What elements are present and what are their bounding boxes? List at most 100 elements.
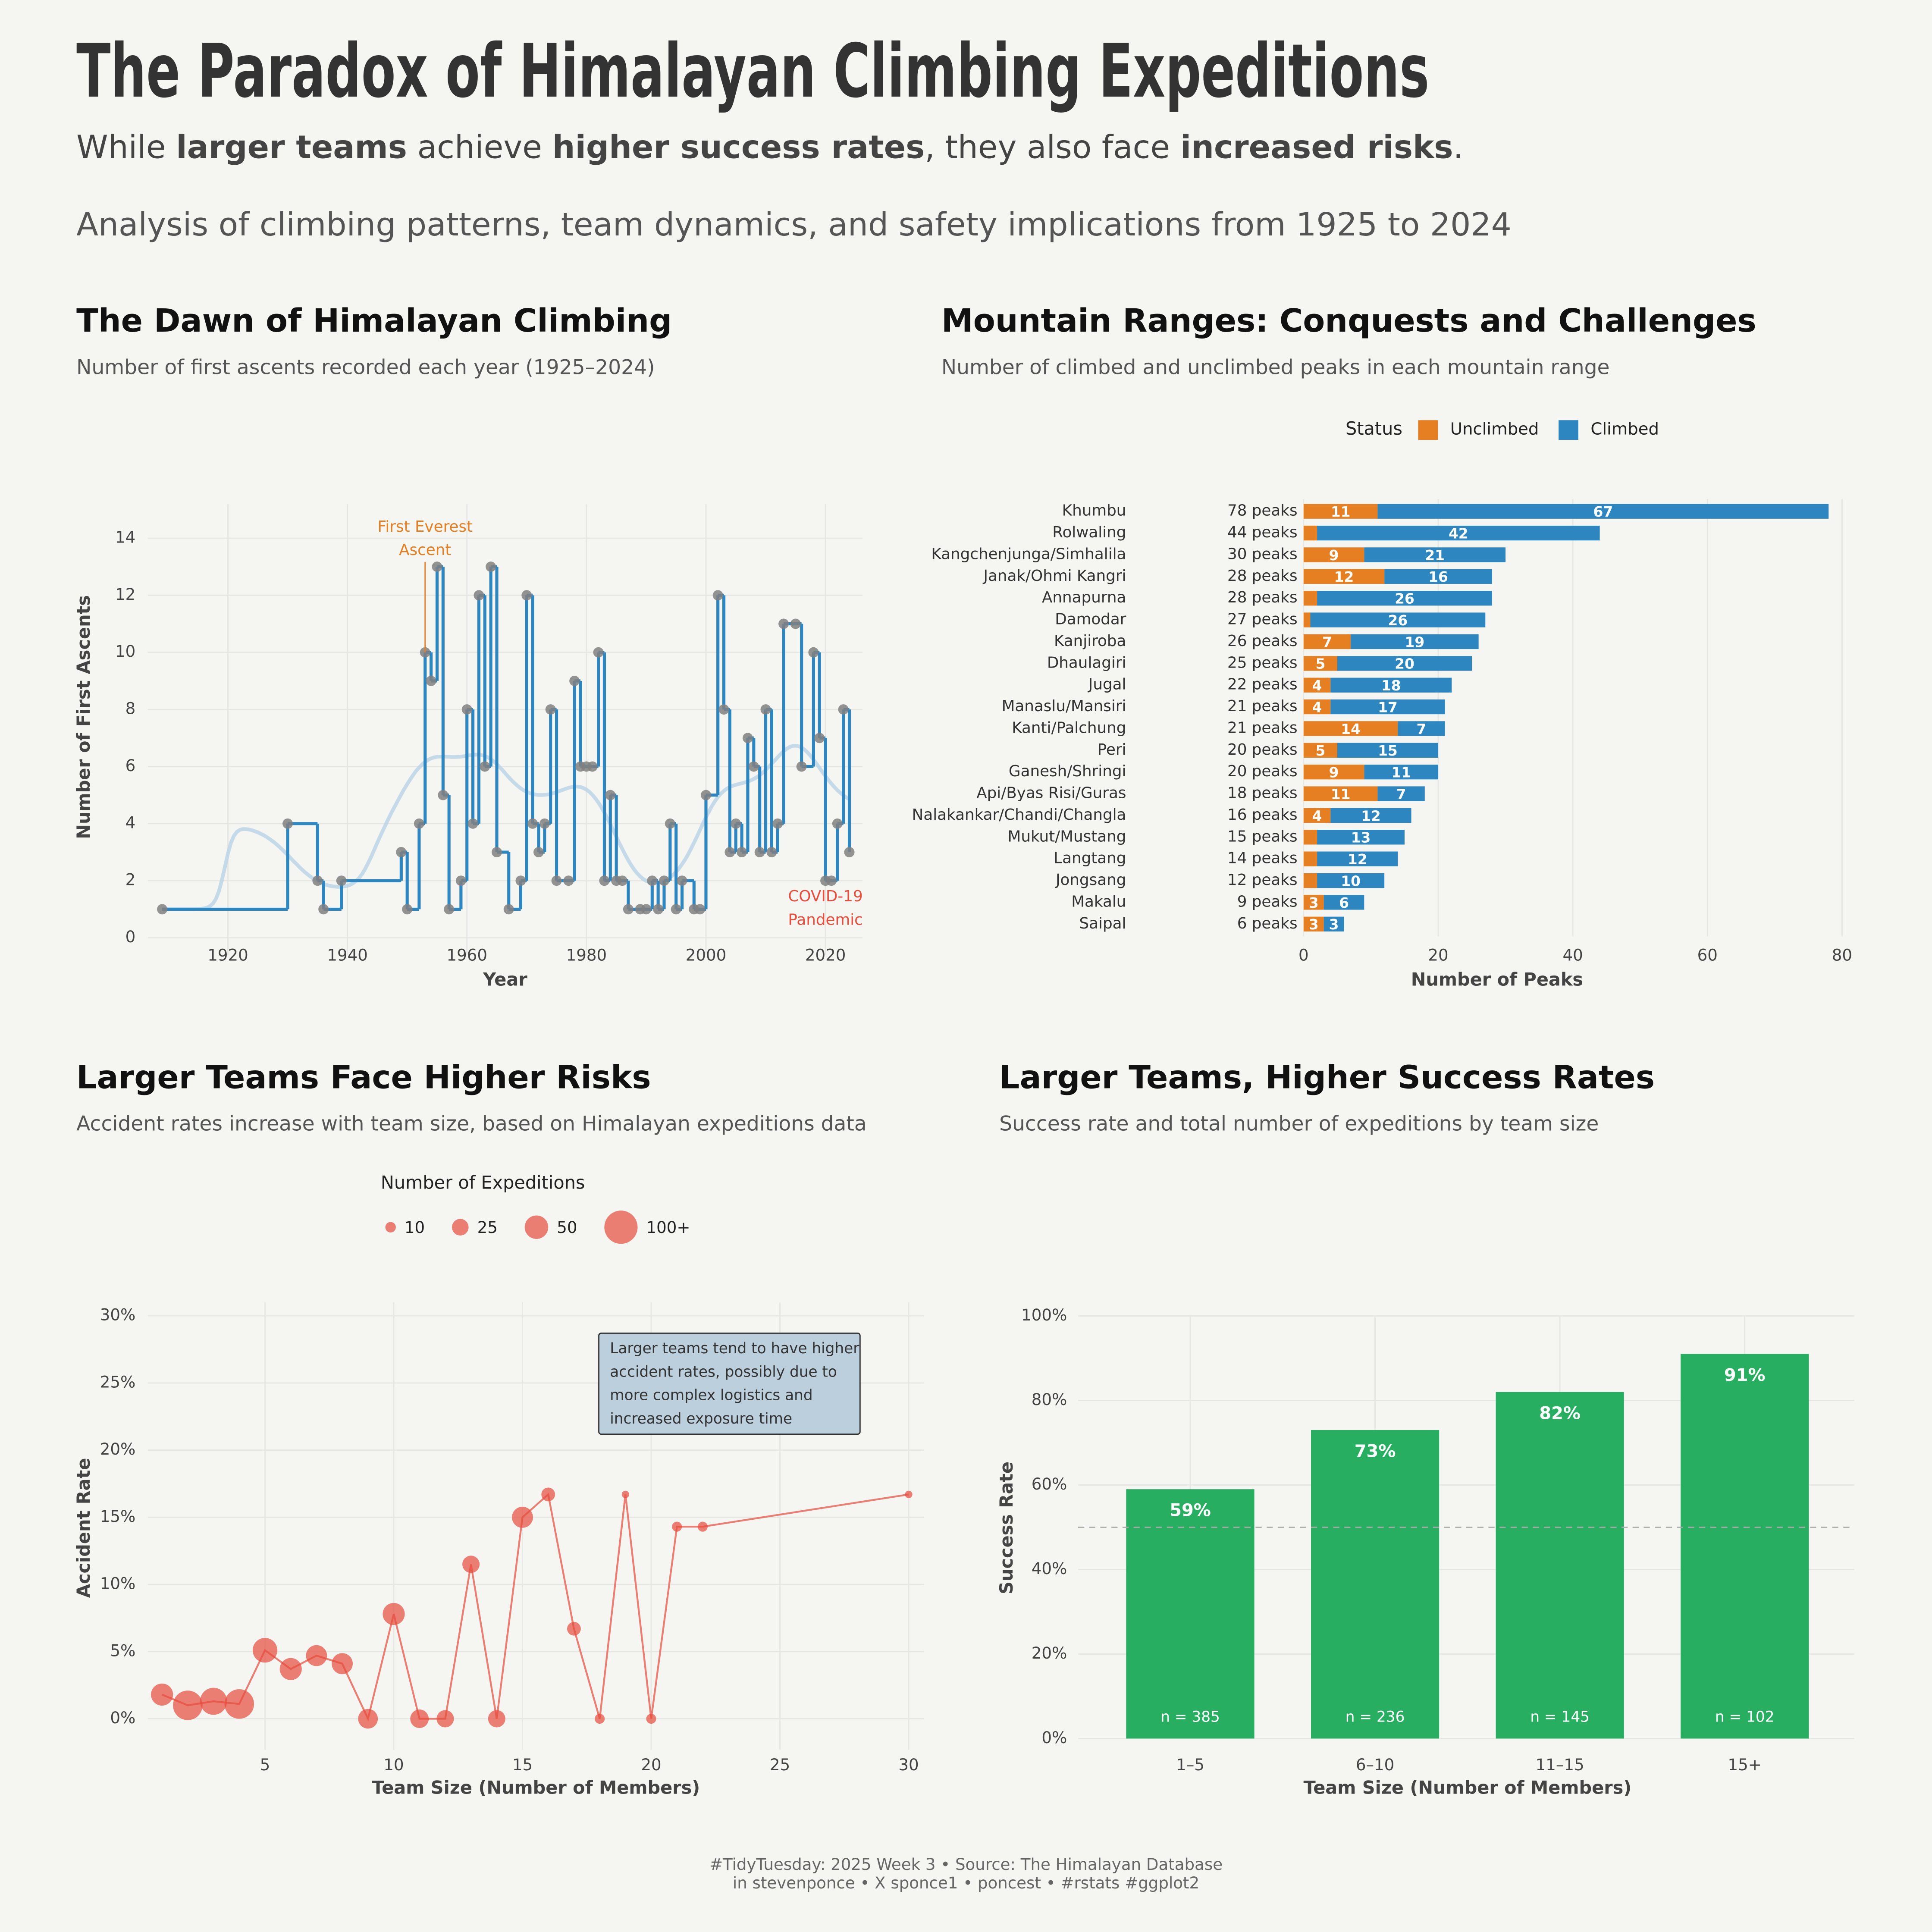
category-label: Annapurna <box>1042 589 1126 606</box>
bar-segment <box>1303 765 1364 780</box>
bar-segment <box>1364 765 1438 780</box>
legend-label: 25 <box>477 1218 498 1237</box>
data-point <box>641 904 652 915</box>
data-point <box>503 904 514 915</box>
panel-title: Mountain Ranges: Conquests and Challenge… <box>941 302 1756 339</box>
x-axis-title: Number of Peaks <box>1411 969 1583 990</box>
x-tick-label: 0 <box>1298 946 1309 965</box>
count-label: n = 145 <box>1530 1708 1590 1725</box>
subtitle-part: increased risks <box>1180 128 1453 166</box>
category-label: Jugal <box>1088 676 1126 693</box>
bar-segment <box>1317 851 1398 866</box>
total-label: 30 peaks <box>1227 545 1298 563</box>
bar-value-label: 4 <box>1312 699 1322 715</box>
bar-value-label: 3 <box>1309 916 1319 933</box>
panel-subtitle: Accident rates increase with team size, … <box>76 1112 867 1136</box>
legend-label: Unclimbed <box>1450 420 1539 439</box>
data-point <box>492 847 502 858</box>
data-point <box>336 875 347 886</box>
bar-segment <box>1303 612 1311 627</box>
bar-segment <box>1303 569 1385 584</box>
total-label: 6 peaks <box>1237 915 1298 932</box>
data-point <box>396 847 407 858</box>
data-point <box>754 847 765 858</box>
y-axis-title: Success Rate <box>996 1462 1017 1594</box>
total-label: 15 peaks <box>1227 828 1298 845</box>
bar-segment <box>1330 677 1452 693</box>
category-label: Api/Byas Risi/Guras <box>976 784 1126 802</box>
total-label: 9 peaks <box>1237 893 1298 910</box>
bar-segment <box>1324 916 1344 932</box>
x-tick-label: 15+ <box>1728 1756 1762 1774</box>
bubble <box>621 1490 629 1499</box>
bar-segment <box>1303 743 1337 758</box>
y-tick-label: 0 <box>125 928 136 946</box>
category-label: Kanti/Palchung <box>1012 719 1126 737</box>
bar-segment <box>1303 873 1317 888</box>
panel-subtitle: Success rate and total number of expedit… <box>999 1112 1599 1136</box>
trend-line <box>162 743 850 911</box>
data-point <box>653 904 664 915</box>
subtitle-part: achieve <box>407 128 552 166</box>
data-point <box>844 847 855 858</box>
x-axis-title: Team Size (Number of Members) <box>372 1778 700 1798</box>
bubble <box>541 1487 555 1502</box>
data-point <box>551 875 562 886</box>
main-title: The Paradox of Himalayan Climbing Expedi… <box>76 28 1429 114</box>
annotation-text: accident rates, possibly due to <box>610 1363 837 1380</box>
x-tick-label: 60 <box>1697 946 1718 965</box>
category-label: Kangchenjunga/Simhalila <box>931 545 1126 563</box>
annotation-text: increased exposure time <box>610 1410 792 1427</box>
bar-segment <box>1337 743 1438 758</box>
bar-segment <box>1303 656 1337 671</box>
bar-segment <box>1337 656 1472 671</box>
total-label: 20 peaks <box>1227 762 1298 780</box>
data-point <box>545 704 556 715</box>
x-tick-label: 6–10 <box>1356 1756 1394 1774</box>
data-point <box>617 875 628 886</box>
bar-value-label: 9 <box>1329 765 1339 781</box>
data-point <box>486 561 496 572</box>
data-point <box>455 875 466 886</box>
bar-value-label: 67 <box>1593 504 1613 520</box>
category-label: Kanjiroba <box>1054 632 1126 650</box>
y-tick-label: 20% <box>100 1440 136 1458</box>
y-tick-label: 0% <box>110 1709 135 1727</box>
subtitle-part: While <box>76 128 176 166</box>
bubble <box>512 1506 533 1528</box>
panel-subtitle: Number of climbed and unclimbed peaks in… <box>941 355 1610 379</box>
bar-value-label: 59% <box>1170 1501 1211 1521</box>
data-point <box>282 818 293 829</box>
x-tick-label: 25 <box>770 1756 790 1774</box>
bubble <box>697 1521 708 1532</box>
count-label: n = 385 <box>1160 1708 1220 1725</box>
bar-segment <box>1377 504 1829 519</box>
subtitle-part: . <box>1453 128 1464 166</box>
x-tick-label: 5 <box>260 1756 270 1774</box>
bar-segment <box>1324 895 1364 910</box>
category-label: Langtang <box>1054 850 1126 867</box>
legend-label: 100+ <box>646 1218 690 1237</box>
bubble <box>358 1709 378 1729</box>
subtitle-part: higher success rates <box>552 128 925 166</box>
data-point <box>587 761 598 772</box>
data-point <box>569 675 580 686</box>
x-tick-label: 2000 <box>686 946 726 965</box>
category-label: Mukut/Mustang <box>1008 828 1126 845</box>
data-point <box>808 647 819 658</box>
category-label: Ganesh/Shringi <box>1009 762 1126 780</box>
category-label: Manaslu/Mansiri <box>1002 697 1126 715</box>
bar-segment <box>1303 830 1317 845</box>
data-point <box>312 875 323 886</box>
x-tick-label: 20 <box>1428 946 1448 965</box>
footer-line: #TidyTuesday: 2025 Week 3 • Source: The … <box>709 1855 1223 1874</box>
y-tick-label: 5% <box>110 1641 135 1660</box>
bubble <box>595 1713 605 1724</box>
bar-value-label: 82% <box>1539 1403 1581 1423</box>
bar-segment <box>1303 634 1351 649</box>
bar-value-label: 5 <box>1315 743 1325 759</box>
count-label: n = 102 <box>1715 1708 1775 1725</box>
annotation-text: more complex logistics and <box>610 1387 812 1404</box>
panel-title: Larger Teams Face Higher Risks <box>76 1058 651 1096</box>
x-tick-label: 40 <box>1563 946 1583 965</box>
